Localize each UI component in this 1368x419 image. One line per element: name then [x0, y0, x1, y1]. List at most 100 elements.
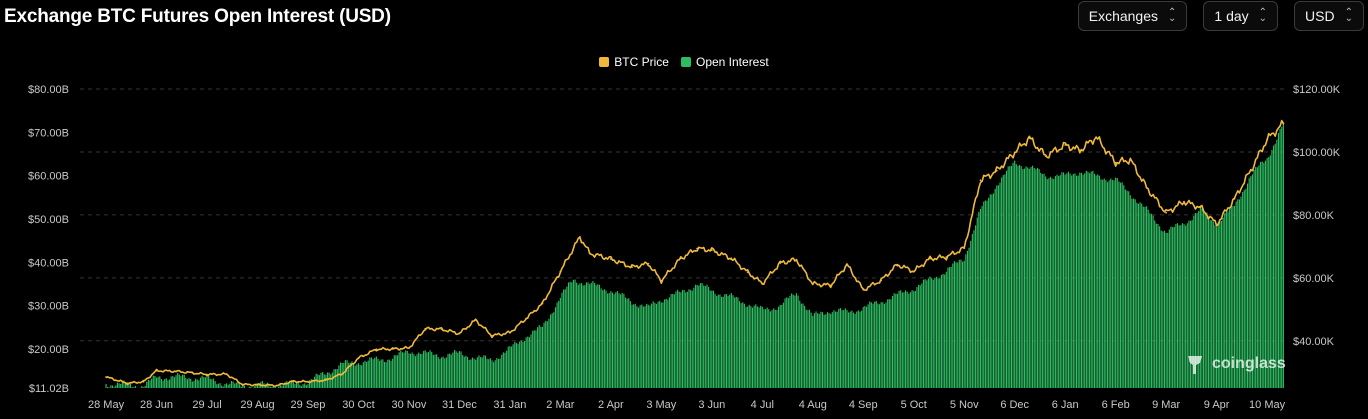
- oi-bar: [874, 301, 876, 388]
- oi-bar: [569, 281, 571, 388]
- legend-label-oi: Open Interest: [695, 55, 769, 69]
- oi-bar: [506, 350, 508, 388]
- oi-bar: [1087, 171, 1089, 388]
- oi-bar: [328, 372, 330, 388]
- btc-price-point: [1145, 186, 1148, 189]
- exchanges-select[interactable]: Exchanges ⌃ ⌄: [1077, 1, 1188, 31]
- oi-bar: [155, 377, 158, 388]
- oi-bar: [804, 305, 806, 388]
- oi-bar: [875, 300, 877, 388]
- x-tick-label: 28 Jun: [140, 399, 173, 411]
- oi-bar: [722, 296, 724, 388]
- oi-bar: [175, 375, 177, 388]
- oi-bar: [475, 359, 477, 388]
- oi-bar: [154, 375, 156, 388]
- oi-bar: [551, 313, 553, 388]
- btc-price-point: [155, 369, 158, 372]
- btc-price-point: [1183, 200, 1185, 203]
- oi-bar: [1118, 181, 1120, 388]
- btc-price-point: [679, 257, 682, 260]
- x-tick-label: 4 Sep: [849, 399, 878, 411]
- oi-bar: [1067, 171, 1069, 388]
- oi-bar: [550, 314, 552, 388]
- oi-bar: [198, 380, 200, 388]
- oi-bar: [1277, 132, 1280, 388]
- oi-bar: [901, 292, 903, 388]
- oi-bar: [234, 383, 236, 388]
- oi-bar: [691, 290, 693, 388]
- oi-bar: [193, 380, 195, 388]
- legend-item-open-interest[interactable]: Open Interest: [680, 55, 769, 69]
- oi-bar: [343, 362, 345, 388]
- oi-bar: [424, 350, 426, 388]
- oi-bar: [1212, 221, 1214, 388]
- x-tick-label: 3 May: [646, 399, 676, 411]
- oi-bar: [1142, 206, 1144, 388]
- x-tick-label: 3 Jun: [698, 399, 725, 411]
- oi-bar: [561, 292, 563, 388]
- oi-bar: [989, 194, 991, 388]
- oi-bar: [997, 185, 999, 388]
- oi-bar: [1116, 178, 1118, 388]
- btc-price-point: [1215, 223, 1218, 226]
- oi-bar: [1106, 182, 1109, 388]
- btc-price-point: [730, 257, 733, 260]
- oi-bar: [849, 311, 851, 388]
- oi-bar: [909, 292, 912, 388]
- oi-bar: [325, 374, 327, 388]
- oi-bar: [522, 341, 524, 388]
- oi-bar: [1111, 179, 1113, 388]
- btc-price-point: [1129, 158, 1132, 161]
- oi-bar: [1015, 164, 1017, 388]
- coinglass-logo-icon: [1188, 356, 1202, 374]
- oi-bar: [416, 354, 418, 388]
- oi-bar: [142, 387, 145, 388]
- oi-bar: [642, 306, 644, 388]
- oi-bar: [310, 379, 312, 388]
- x-tick-label: 29 Sep: [291, 399, 326, 411]
- oi-bar: [362, 362, 364, 388]
- currency-select[interactable]: USD ⌃ ⌄: [1294, 1, 1364, 31]
- interval-select[interactable]: 1 day ⌃ ⌄: [1203, 1, 1279, 31]
- oi-bar: [225, 383, 228, 388]
- oi-bar: [914, 290, 916, 388]
- x-tick-label: 6 Feb: [1102, 399, 1130, 411]
- x-tick-label: 9 Apr: [1204, 399, 1230, 411]
- oi-bar: [126, 383, 128, 388]
- oi-bar: [1196, 213, 1198, 388]
- oi-bar: [1175, 223, 1177, 388]
- oi-bar: [1258, 165, 1260, 388]
- oi-bar: [782, 302, 785, 388]
- oi-bar: [462, 355, 464, 388]
- oi-bar: [973, 230, 975, 388]
- oi-bar: [147, 379, 149, 388]
- oi-bar: [1163, 230, 1166, 388]
- legend-item-btc-price[interactable]: BTC Price: [599, 55, 669, 69]
- oi-bar: [577, 284, 579, 388]
- oi-bar: [939, 278, 941, 388]
- btc-price-point: [846, 263, 848, 266]
- oi-bar: [1268, 157, 1270, 388]
- oi-bar: [963, 260, 965, 388]
- oi-bar: [540, 326, 542, 388]
- oi-bar: [789, 295, 791, 388]
- oi-bar: [1229, 207, 1231, 388]
- oi-bar: [209, 378, 211, 388]
- oi-bar: [659, 300, 661, 388]
- x-tick-label: 10 May: [1249, 399, 1286, 411]
- oi-bar: [1134, 199, 1136, 388]
- oi-bar: [129, 383, 132, 388]
- oi-bar: [867, 304, 869, 388]
- oi-bar: [429, 350, 431, 388]
- oi-bar: [1240, 196, 1242, 388]
- oi-bar: [460, 351, 462, 388]
- x-tick-label: 31 Jan: [493, 399, 526, 411]
- oi-bar: [1051, 178, 1053, 388]
- oi-bar: [473, 358, 475, 388]
- btc-price-point: [1078, 149, 1081, 152]
- oi-bar: [774, 309, 776, 388]
- oi-bar: [243, 385, 246, 388]
- oi-bar: [279, 384, 281, 388]
- oi-bar: [681, 289, 684, 388]
